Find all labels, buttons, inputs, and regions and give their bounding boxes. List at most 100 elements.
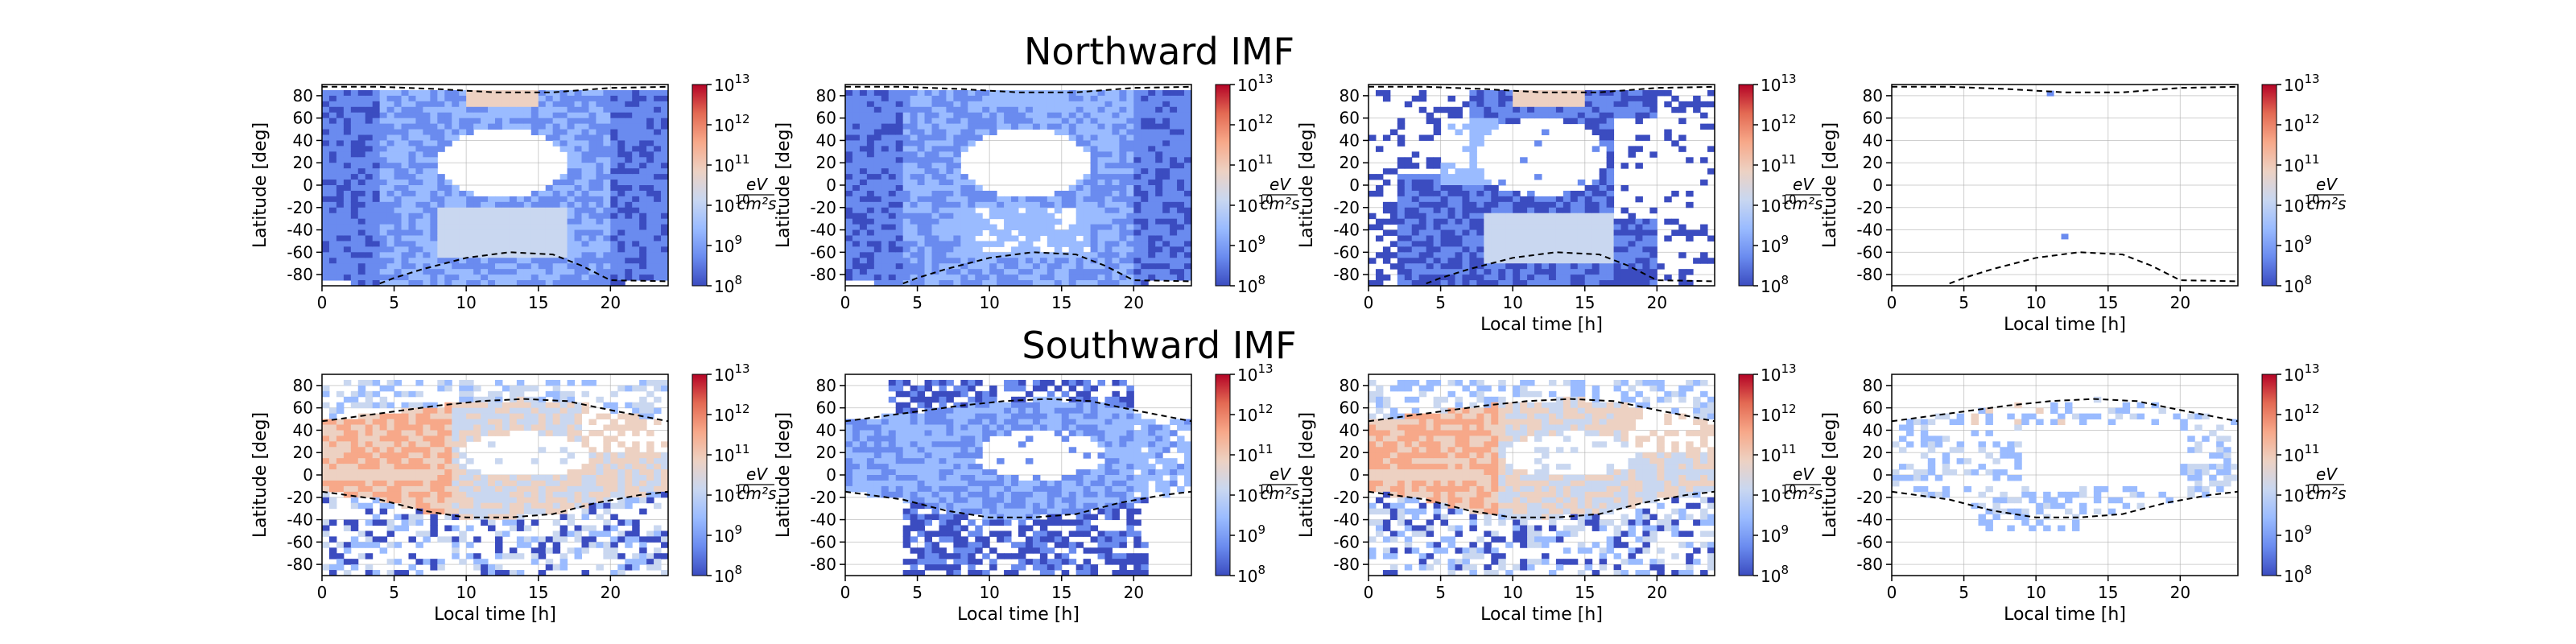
heatmap-cell (386, 430, 395, 436)
heatmap-cell (552, 275, 561, 281)
heatmap-cell (408, 252, 416, 258)
heatmap-cell (408, 424, 416, 431)
heatmap-cell (960, 258, 968, 264)
heatmap-cell (365, 390, 374, 398)
heatmap-cell (502, 224, 510, 231)
heatmap-cell (581, 123, 589, 130)
heatmap-cell (545, 196, 554, 203)
heatmap-cell (881, 174, 890, 180)
heatmap-cell (322, 452, 330, 459)
heatmap-cell (423, 485, 431, 493)
heatmap-cell (530, 118, 539, 125)
heatmap-cell (625, 207, 633, 214)
heatmap-cell (502, 491, 510, 498)
heatmap-cell (1090, 190, 1099, 197)
heatmap-cell (444, 180, 452, 186)
heatmap-cell (328, 407, 337, 415)
heatmap-cell (1090, 218, 1099, 225)
heatmap-cell (350, 201, 359, 208)
heatmap-cell (401, 447, 409, 453)
heatmap-cell (379, 469, 388, 476)
heatmap-cell (859, 112, 868, 119)
heatmap-cell (1599, 123, 1608, 130)
heatmap-cell (559, 530, 568, 537)
heatmap-cell (1555, 263, 1564, 270)
heatmap-cell (408, 564, 416, 571)
heatmap-cell (401, 430, 409, 436)
heatmap-cell (466, 413, 474, 420)
heatmap-cell (379, 480, 388, 487)
heatmap-cell (379, 436, 388, 442)
heatmap-cell (336, 235, 345, 242)
heatmap-cell (1635, 275, 1643, 281)
heatmap-cell (401, 452, 409, 459)
heatmap-cell (946, 101, 954, 108)
heatmap-cell (1613, 280, 1622, 287)
heatmap-cell (574, 163, 582, 169)
heatmap-cell (1635, 252, 1643, 258)
heatmap-cell (1491, 263, 1499, 270)
heatmap-cell (336, 485, 345, 493)
heatmap-cell (924, 207, 932, 214)
heatmap-cell (1032, 118, 1041, 125)
heatmap-cell (1513, 190, 1521, 197)
heatmap-cell (1635, 89, 1643, 97)
heatmap-cell (408, 390, 416, 398)
heatmap-cell (1155, 129, 1163, 135)
heatmap-cell (968, 258, 976, 264)
heatmap-cell (1591, 118, 1600, 125)
heatmap-cell (924, 241, 932, 247)
heatmap-cell (953, 224, 961, 231)
heatmap-cell (661, 163, 669, 169)
heatmap-cell (1462, 101, 1470, 108)
heatmap-cell (1011, 123, 1019, 130)
heatmap-cell (423, 452, 431, 459)
heatmap-cell (567, 151, 576, 158)
heatmap-cell (1628, 229, 1636, 236)
heatmap-cell (1505, 101, 1513, 108)
heatmap-cell (1455, 106, 1463, 114)
heatmap-cell (336, 447, 345, 453)
heatmap-cell (509, 246, 518, 253)
heatmap-cell (502, 201, 510, 208)
heatmap-cell (1447, 123, 1455, 130)
heatmap-cell (545, 246, 554, 253)
heatmap-cell (1649, 112, 1657, 119)
heatmap-cell (1148, 157, 1156, 163)
heatmap-cell (895, 140, 904, 147)
heatmap-cell (379, 123, 388, 130)
heatmap-cell (931, 263, 939, 270)
heatmap-cell (423, 241, 431, 247)
heatmap-cell (386, 464, 395, 470)
heatmap-cell (1520, 201, 1528, 208)
heatmap-cell (1693, 106, 1701, 114)
heatmap-cell (1440, 196, 1449, 203)
heatmap-cell (852, 163, 861, 169)
heatmap-cell (1090, 180, 1099, 186)
heatmap-cell (1491, 123, 1499, 130)
heatmap-cell (588, 157, 597, 163)
heatmap-cell (1133, 168, 1141, 175)
heatmap-cell (379, 413, 388, 420)
heatmap-cell (1447, 201, 1455, 208)
heatmap-cell (1097, 280, 1105, 287)
heatmap-cell (516, 413, 525, 420)
heatmap-cell (910, 180, 919, 186)
heatmap-cell (516, 497, 525, 504)
heatmap-cell (495, 106, 503, 114)
heatmap-cell (1476, 190, 1484, 197)
heatmap-cell (1577, 241, 1586, 247)
heatmap-cell (481, 396, 489, 403)
heatmap-cell (1162, 201, 1170, 208)
heatmap-cell (888, 89, 897, 97)
heatmap-cell (1570, 106, 1579, 114)
heatmap-cell (1075, 258, 1084, 264)
heatmap-cell (495, 480, 503, 487)
heatmap-cell (408, 458, 416, 464)
heatmap-cell (1693, 258, 1701, 264)
heatmap-cell (336, 106, 345, 114)
heatmap-cell (415, 146, 423, 152)
heatmap-cell (639, 180, 647, 186)
heatmap-cell (1083, 207, 1092, 214)
heatmap-cell (610, 235, 618, 242)
